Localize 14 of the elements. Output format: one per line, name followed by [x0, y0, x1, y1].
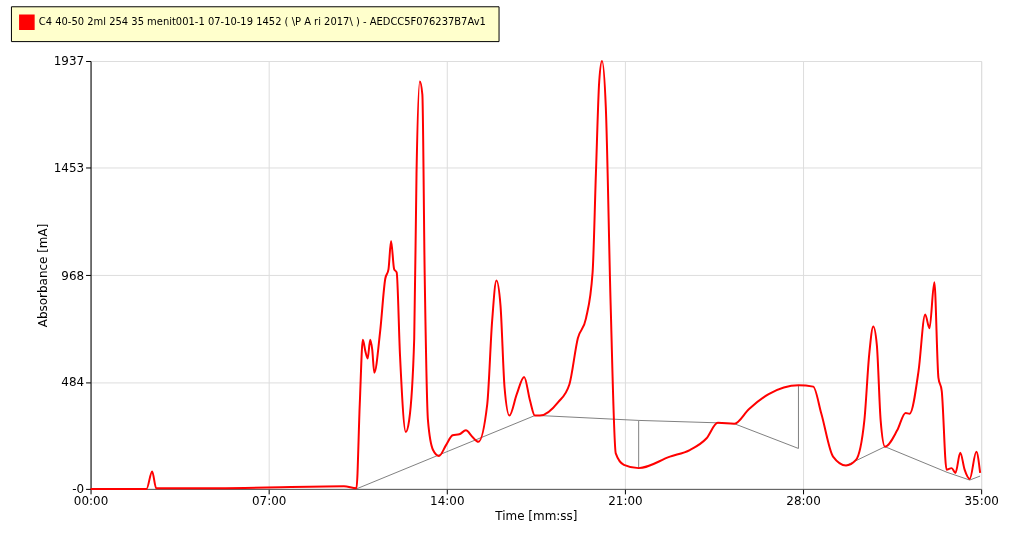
x-axis-title: Time [mm:ss] — [494, 509, 578, 524]
y-tick-label: -0 — [72, 482, 85, 497]
x-tick-label: 28:00 — [786, 494, 821, 509]
x-tick-label: 35:00 — [964, 494, 999, 509]
x-tick-label: 21:00 — [608, 494, 643, 509]
y-tick-label: 1453 — [53, 161, 85, 176]
y-tick-label: 968 — [61, 268, 85, 283]
legend-label: C4 40-50 2ml 254 35 menit001-1 07-10-19 1452 ( \P A ri 2017\ ) - AEDCC5F076237B7Av1 — [38, 16, 486, 28]
x-tick-label: 07:00 — [251, 494, 287, 509]
x-tick-label: 00:00 — [73, 494, 109, 509]
x-tick-label: 14:00 — [430, 494, 465, 509]
y-tick-label: 1937 — [53, 54, 85, 69]
y-axis-title: Absorbance [mA] — [35, 223, 50, 328]
y-tick-label: 484 — [61, 375, 85, 390]
